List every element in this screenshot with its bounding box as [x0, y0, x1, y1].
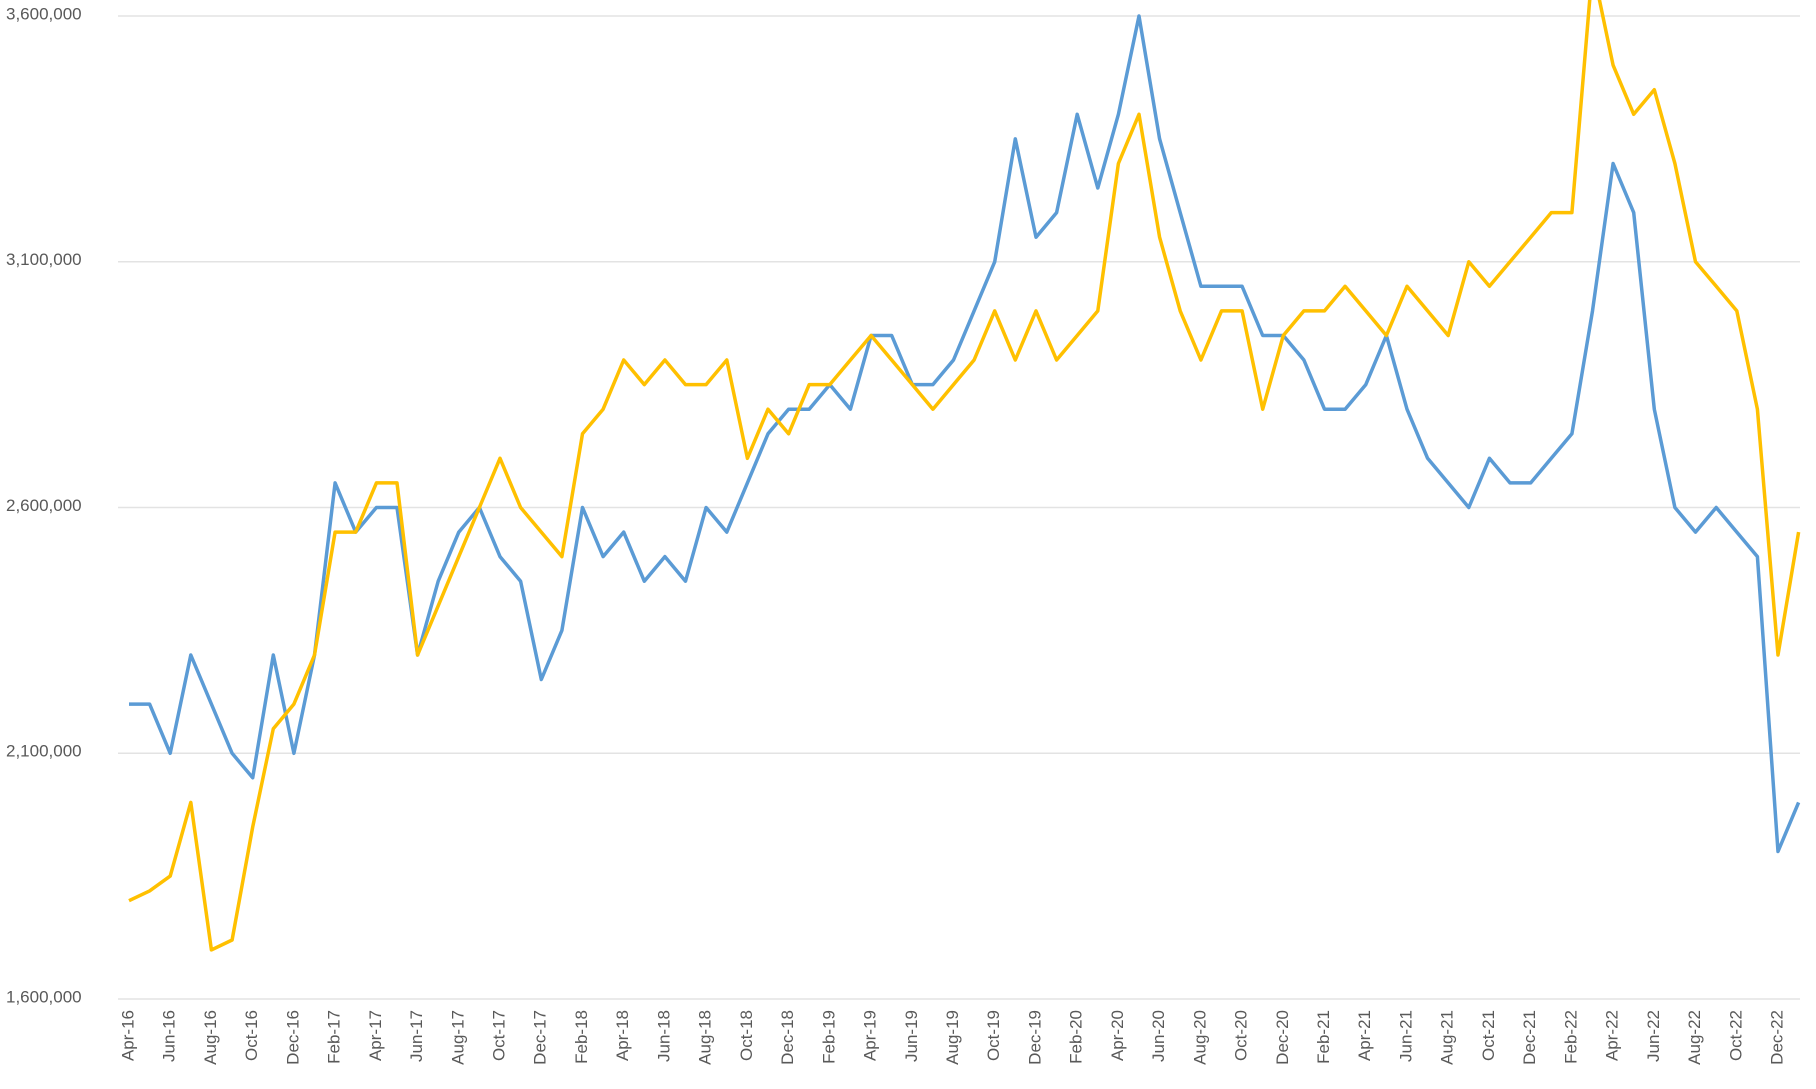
x-tick-label: Jun-19 — [902, 1010, 921, 1062]
x-tick-label: Dec-22 — [1767, 1010, 1786, 1065]
x-tick-label: Feb-20 — [1067, 1010, 1086, 1064]
x-tick-label: Oct-22 — [1726, 1010, 1745, 1061]
x-tick-label: Oct-21 — [1479, 1010, 1498, 1061]
y-tick-label: 2,600,000 — [6, 496, 82, 515]
x-tick-label: Jun-22 — [1644, 1010, 1663, 1062]
y-tick-label: 1,600,000 — [6, 987, 82, 1006]
x-tick-label: Aug-18 — [696, 1010, 715, 1065]
x-tick-label: Apr-18 — [613, 1010, 632, 1061]
series-line — [129, 14, 1801, 854]
x-tick-label: Oct-16 — [242, 1010, 261, 1061]
x-tick-label: Jun-18 — [654, 1010, 673, 1062]
x-tick-label: Apr-17 — [366, 1010, 385, 1061]
x-tick-label: Feb-19 — [819, 1010, 838, 1064]
y-tick-label: 3,100,000 — [6, 250, 82, 269]
x-tick-label: Dec-17 — [531, 1010, 550, 1065]
y-tick-label: 2,100,000 — [6, 742, 82, 761]
x-tick-label: Feb-22 — [1561, 1010, 1580, 1064]
x-tick-label: Aug-22 — [1685, 1010, 1704, 1065]
x-tick-label: Dec-16 — [283, 1010, 302, 1065]
x-tick-label: Apr-21 — [1355, 1010, 1374, 1061]
x-tick-label: Dec-18 — [778, 1010, 797, 1065]
x-tick-label: Feb-18 — [572, 1010, 591, 1064]
x-tick-label: Aug-21 — [1438, 1010, 1457, 1065]
x-tick-label: Aug-19 — [943, 1010, 962, 1065]
x-tick-label: Oct-18 — [737, 1010, 756, 1061]
x-tick-label: Aug-20 — [1190, 1010, 1209, 1065]
series-line — [128, 0, 1801, 952]
x-tick-label: Oct-17 — [490, 1010, 509, 1061]
x-tick-label: Apr-22 — [1603, 1010, 1622, 1061]
x-tick-label: Jun-21 — [1396, 1010, 1415, 1062]
x-tick-label: Dec-20 — [1273, 1010, 1292, 1065]
x-tick-label: Jun-20 — [1149, 1010, 1168, 1062]
x-tick-label: Dec-19 — [1025, 1010, 1044, 1065]
x-tick-label: Aug-17 — [448, 1010, 467, 1065]
x-tick-label: Feb-17 — [325, 1010, 344, 1064]
x-tick-label: Feb-21 — [1314, 1010, 1333, 1064]
x-tick-label: Apr-20 — [1108, 1010, 1127, 1061]
x-tick-label: Jun-16 — [160, 1010, 179, 1062]
x-tick-label: Apr-16 — [118, 1010, 137, 1061]
x-tick-label: Oct-19 — [984, 1010, 1003, 1061]
x-tick-label: Dec-21 — [1520, 1010, 1539, 1065]
x-tick-label: Apr-19 — [861, 1010, 880, 1061]
x-tick-label: Aug-16 — [201, 1010, 220, 1065]
x-tick-label: Oct-20 — [1232, 1010, 1251, 1061]
x-tick-label: Jun-17 — [407, 1010, 426, 1062]
y-tick-label: 3,600,000 — [6, 4, 82, 23]
